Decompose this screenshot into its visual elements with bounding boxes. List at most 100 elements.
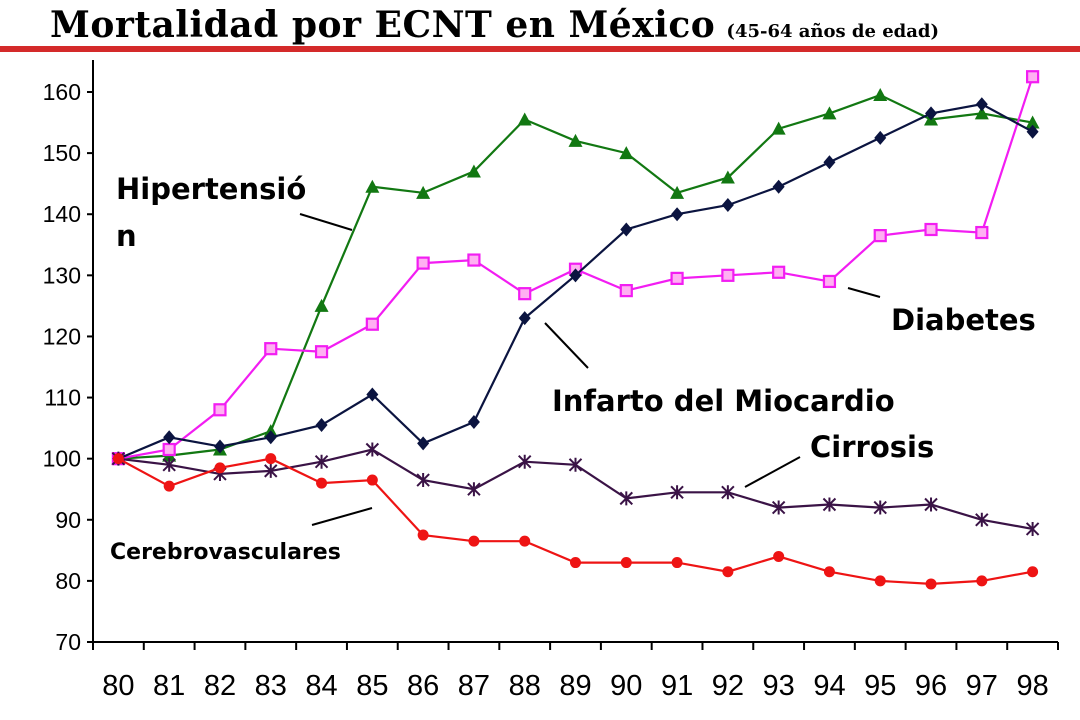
data-point-cerebrovasculares bbox=[773, 550, 785, 562]
data-point-cirrosis bbox=[467, 482, 481, 497]
data-point-hipertension bbox=[568, 133, 583, 147]
data-point-cirrosis bbox=[771, 500, 786, 515]
annotation-leader-lines bbox=[299, 213, 881, 526]
data-point-diabetes bbox=[314, 345, 329, 359]
x-tick-label: 88 bbox=[509, 670, 541, 702]
data-point-cerebrovasculares bbox=[671, 557, 683, 569]
data-point-hipertension bbox=[771, 121, 786, 135]
data-point-cerebrovasculares bbox=[722, 566, 734, 578]
data-point-cerebrovasculares bbox=[570, 557, 581, 569]
data-point-diabetes bbox=[416, 256, 430, 270]
data-point-cerebrovasculares bbox=[265, 453, 277, 465]
annotation-leader-line bbox=[544, 322, 589, 369]
annotation-diabetes: Diabetes bbox=[891, 303, 1036, 337]
data-point-hipertension bbox=[873, 88, 888, 102]
y-tick-label: 110 bbox=[44, 385, 81, 411]
data-point-diabetes bbox=[619, 284, 633, 298]
data-point-infarto bbox=[823, 155, 836, 170]
data-point-cerebrovasculares bbox=[823, 566, 835, 578]
chart-tick-labels: 70 80 90 100 110 120 130 140 150 160 80 81 82 83 84 85 8… bbox=[43, 79, 1049, 702]
x-tick-label: 93 bbox=[763, 670, 795, 702]
data-point-cerebrovasculares bbox=[519, 535, 531, 547]
x-tick-label: 92 bbox=[712, 670, 744, 702]
y-tick-label: 100 bbox=[43, 446, 81, 472]
data-point-infarto bbox=[671, 207, 684, 222]
y-tick-label: 90 bbox=[55, 507, 81, 533]
data-point-diabetes bbox=[975, 225, 989, 240]
chart-axes bbox=[87, 60, 1059, 650]
data-point-diabetes bbox=[670, 271, 684, 285]
y-tick-label: 160 bbox=[43, 79, 81, 105]
title-rule bbox=[0, 46, 1080, 52]
data-point-cerebrovasculares bbox=[1027, 566, 1039, 578]
data-point-cirrosis bbox=[264, 463, 278, 478]
data-point-diabetes bbox=[467, 253, 481, 267]
data-point-cirrosis bbox=[416, 473, 430, 488]
data-point-cirrosis bbox=[162, 457, 176, 472]
data-point-cirrosis bbox=[924, 497, 938, 512]
data-point-infarto bbox=[874, 130, 887, 145]
annotation-cirrosis: Cirrosis bbox=[810, 430, 934, 464]
data-point-hipertension bbox=[466, 164, 481, 178]
data-point-infarto bbox=[417, 436, 430, 451]
x-tick-label: 87 bbox=[458, 670, 490, 702]
data-point-cerebrovasculares bbox=[468, 535, 480, 547]
data-point-cirrosis bbox=[822, 497, 837, 512]
data-point-infarto bbox=[213, 439, 226, 454]
data-point-diabetes bbox=[518, 287, 532, 301]
data-point-hipertension bbox=[974, 106, 989, 120]
data-point-diabetes bbox=[162, 442, 176, 457]
data-point-hipertension bbox=[822, 106, 837, 120]
data-point-infarto bbox=[620, 222, 633, 237]
y-tick-label: 130 bbox=[43, 262, 81, 288]
data-point-diabetes bbox=[772, 265, 786, 279]
data-point-cerebrovasculares bbox=[163, 480, 175, 492]
data-point-cirrosis bbox=[721, 485, 735, 500]
y-tick-label: 80 bbox=[55, 568, 81, 594]
chart-series bbox=[111, 70, 1040, 590]
data-point-cerebrovasculares bbox=[620, 557, 632, 569]
data-point-cerebrovasculares bbox=[925, 578, 937, 590]
data-point-infarto bbox=[315, 418, 328, 433]
data-point-hipertension bbox=[720, 170, 735, 184]
data-point-cirrosis bbox=[568, 457, 583, 472]
annotation-leader-line bbox=[744, 456, 801, 488]
x-tick-label: 86 bbox=[407, 670, 439, 702]
data-point-cerebrovasculares bbox=[316, 477, 328, 489]
data-point-diabetes bbox=[264, 342, 278, 356]
data-point-cirrosis bbox=[619, 491, 633, 506]
data-point-hipertension bbox=[619, 146, 634, 160]
x-tick-label: 91 bbox=[661, 670, 693, 702]
y-tick-label: 150 bbox=[43, 140, 81, 166]
data-point-cirrosis bbox=[1025, 521, 1040, 536]
data-point-hipertension bbox=[517, 112, 532, 126]
data-point-diabetes bbox=[1026, 70, 1040, 84]
data-point-infarto bbox=[366, 387, 379, 402]
x-tick-label: 83 bbox=[255, 670, 287, 702]
x-tick-label: 85 bbox=[356, 670, 388, 702]
data-point-cirrosis bbox=[975, 512, 989, 527]
data-point-infarto bbox=[518, 311, 531, 326]
data-point-infarto bbox=[1026, 124, 1039, 139]
x-tick-label: 82 bbox=[204, 670, 236, 702]
data-point-cerebrovasculares bbox=[366, 474, 378, 486]
data-point-hipertension bbox=[365, 179, 380, 193]
x-tick-label: 97 bbox=[966, 670, 998, 702]
y-tick-label: 120 bbox=[43, 323, 81, 349]
data-point-infarto bbox=[163, 430, 176, 445]
annotation-leader-line bbox=[311, 507, 373, 526]
data-point-cirrosis bbox=[873, 500, 887, 515]
x-tick-label: 96 bbox=[915, 670, 947, 702]
x-tick-label: 84 bbox=[305, 670, 337, 702]
data-point-hipertension bbox=[1025, 115, 1040, 129]
annotation-leader-line bbox=[299, 213, 353, 231]
data-point-cerebrovasculares bbox=[112, 453, 124, 465]
x-tick-label: 95 bbox=[864, 670, 896, 702]
data-point-cirrosis bbox=[518, 454, 532, 469]
data-point-diabetes bbox=[365, 317, 379, 331]
data-point-diabetes bbox=[721, 268, 735, 282]
data-point-cerebrovasculares bbox=[874, 575, 886, 587]
annotation-infarto: Infarto del Miocardio bbox=[552, 384, 895, 418]
data-point-diabetes bbox=[873, 229, 887, 243]
